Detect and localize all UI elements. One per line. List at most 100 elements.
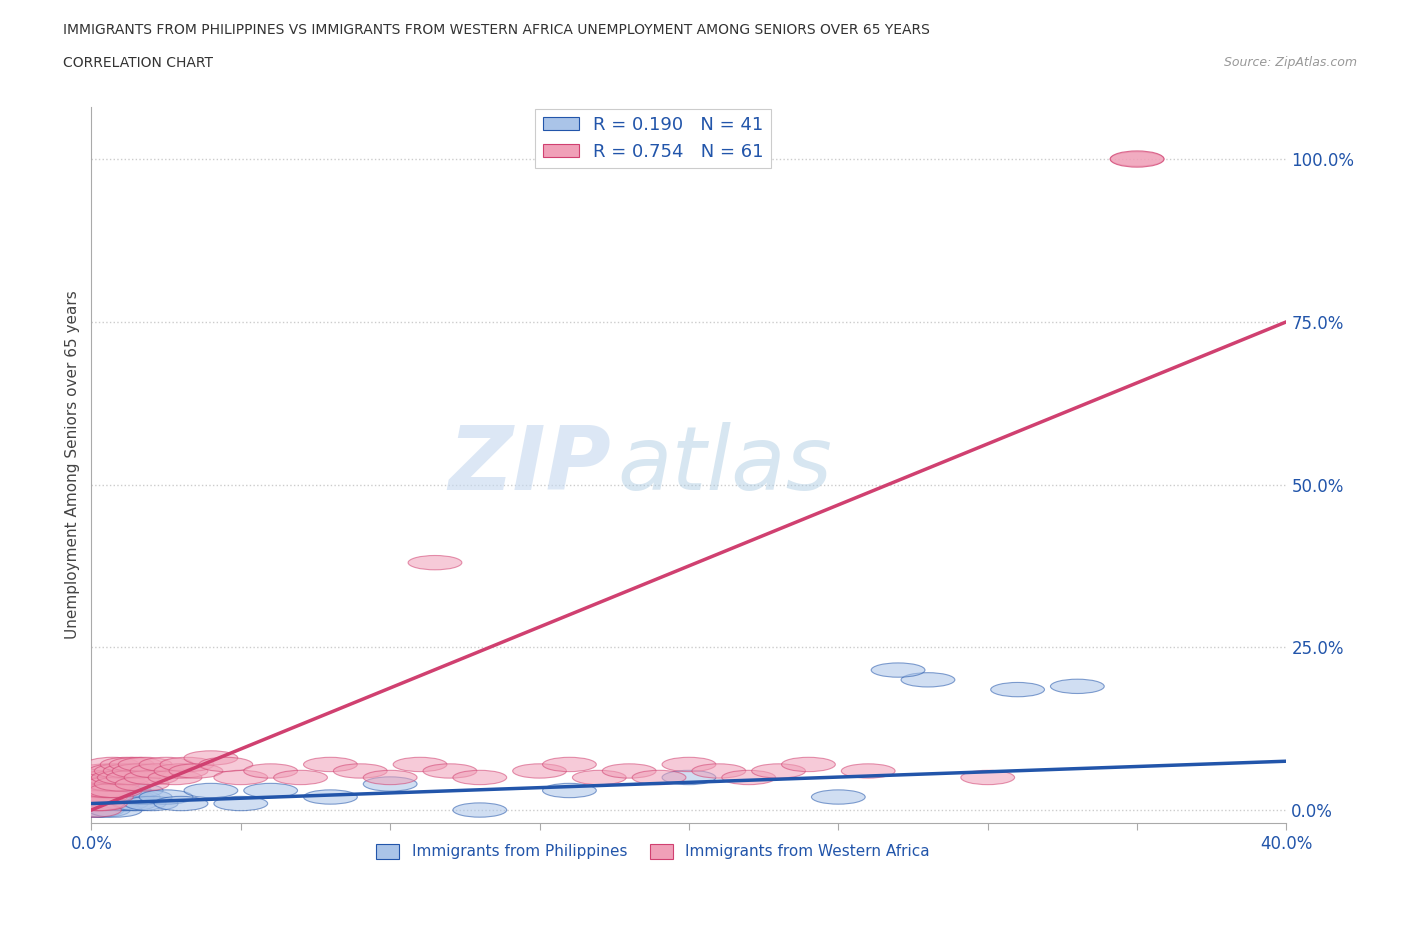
Ellipse shape — [543, 783, 596, 798]
Ellipse shape — [104, 796, 157, 811]
Ellipse shape — [543, 757, 596, 772]
Ellipse shape — [70, 803, 124, 817]
Ellipse shape — [100, 790, 155, 804]
Ellipse shape — [602, 764, 657, 778]
Ellipse shape — [89, 783, 142, 798]
Ellipse shape — [662, 757, 716, 772]
Ellipse shape — [991, 683, 1045, 697]
Ellipse shape — [97, 770, 152, 785]
Ellipse shape — [118, 790, 172, 804]
Ellipse shape — [91, 783, 145, 798]
Ellipse shape — [76, 790, 131, 804]
Ellipse shape — [184, 751, 238, 765]
Ellipse shape — [76, 783, 131, 798]
Ellipse shape — [423, 764, 477, 778]
Ellipse shape — [394, 757, 447, 772]
Ellipse shape — [94, 796, 148, 811]
Ellipse shape — [67, 790, 121, 804]
Ellipse shape — [155, 764, 208, 778]
Ellipse shape — [79, 764, 134, 778]
Ellipse shape — [274, 770, 328, 785]
Ellipse shape — [160, 757, 214, 772]
Ellipse shape — [363, 777, 418, 791]
Ellipse shape — [782, 757, 835, 772]
Ellipse shape — [73, 777, 127, 791]
Ellipse shape — [86, 777, 139, 791]
Ellipse shape — [83, 777, 136, 791]
Ellipse shape — [83, 790, 136, 804]
Ellipse shape — [124, 796, 179, 811]
Ellipse shape — [872, 663, 925, 677]
Ellipse shape — [214, 796, 267, 811]
Ellipse shape — [112, 796, 166, 811]
Ellipse shape — [115, 777, 169, 791]
Ellipse shape — [1111, 152, 1164, 166]
Ellipse shape — [94, 764, 148, 778]
Ellipse shape — [118, 757, 172, 772]
Ellipse shape — [94, 790, 148, 804]
Ellipse shape — [662, 770, 716, 785]
Ellipse shape — [155, 796, 208, 811]
Ellipse shape — [83, 783, 136, 798]
Ellipse shape — [89, 764, 142, 778]
Ellipse shape — [83, 770, 136, 785]
Ellipse shape — [811, 790, 865, 804]
Ellipse shape — [104, 764, 157, 778]
Ellipse shape — [901, 672, 955, 687]
Ellipse shape — [304, 757, 357, 772]
Ellipse shape — [112, 764, 166, 778]
Text: Source: ZipAtlas.com: Source: ZipAtlas.com — [1223, 56, 1357, 69]
Ellipse shape — [86, 783, 139, 798]
Ellipse shape — [572, 770, 626, 785]
Ellipse shape — [960, 770, 1015, 785]
Ellipse shape — [243, 783, 298, 798]
Ellipse shape — [79, 783, 134, 798]
Ellipse shape — [124, 770, 179, 785]
Ellipse shape — [67, 803, 121, 817]
Ellipse shape — [131, 764, 184, 778]
Legend: Immigrants from Philippines, Immigrants from Western Africa: Immigrants from Philippines, Immigrants … — [370, 838, 936, 866]
Ellipse shape — [100, 757, 155, 772]
Ellipse shape — [79, 777, 134, 791]
Ellipse shape — [79, 790, 134, 804]
Ellipse shape — [73, 783, 127, 798]
Y-axis label: Unemployment Among Seniors over 65 years: Unemployment Among Seniors over 65 years — [65, 291, 80, 640]
Ellipse shape — [79, 796, 134, 811]
Ellipse shape — [76, 803, 131, 817]
Ellipse shape — [363, 770, 418, 785]
Ellipse shape — [73, 796, 127, 811]
Ellipse shape — [86, 796, 139, 811]
Ellipse shape — [453, 803, 506, 817]
Ellipse shape — [139, 757, 193, 772]
Ellipse shape — [73, 790, 127, 804]
Ellipse shape — [76, 770, 131, 785]
Ellipse shape — [1111, 151, 1164, 167]
Ellipse shape — [513, 764, 567, 778]
Ellipse shape — [184, 783, 238, 798]
Ellipse shape — [107, 770, 160, 785]
Ellipse shape — [1050, 679, 1104, 694]
Ellipse shape — [148, 770, 202, 785]
Ellipse shape — [107, 790, 160, 804]
Ellipse shape — [453, 770, 506, 785]
Ellipse shape — [86, 757, 139, 772]
Ellipse shape — [200, 757, 253, 772]
Ellipse shape — [633, 770, 686, 785]
Ellipse shape — [110, 783, 163, 798]
Ellipse shape — [89, 803, 142, 817]
Ellipse shape — [841, 764, 896, 778]
Ellipse shape — [94, 777, 148, 791]
Ellipse shape — [73, 796, 127, 811]
Text: atlas: atlas — [617, 422, 832, 508]
Ellipse shape — [70, 796, 124, 811]
Text: IMMIGRANTS FROM PHILIPPINES VS IMMIGRANTS FROM WESTERN AFRICA UNEMPLOYMENT AMONG: IMMIGRANTS FROM PHILIPPINES VS IMMIGRANT… — [63, 23, 931, 37]
Ellipse shape — [67, 803, 121, 817]
Text: ZIP: ZIP — [449, 421, 612, 509]
Ellipse shape — [333, 764, 387, 778]
Ellipse shape — [89, 790, 142, 804]
Ellipse shape — [97, 783, 152, 798]
Ellipse shape — [139, 790, 193, 804]
Ellipse shape — [70, 790, 124, 804]
Ellipse shape — [692, 764, 745, 778]
Ellipse shape — [110, 757, 163, 772]
